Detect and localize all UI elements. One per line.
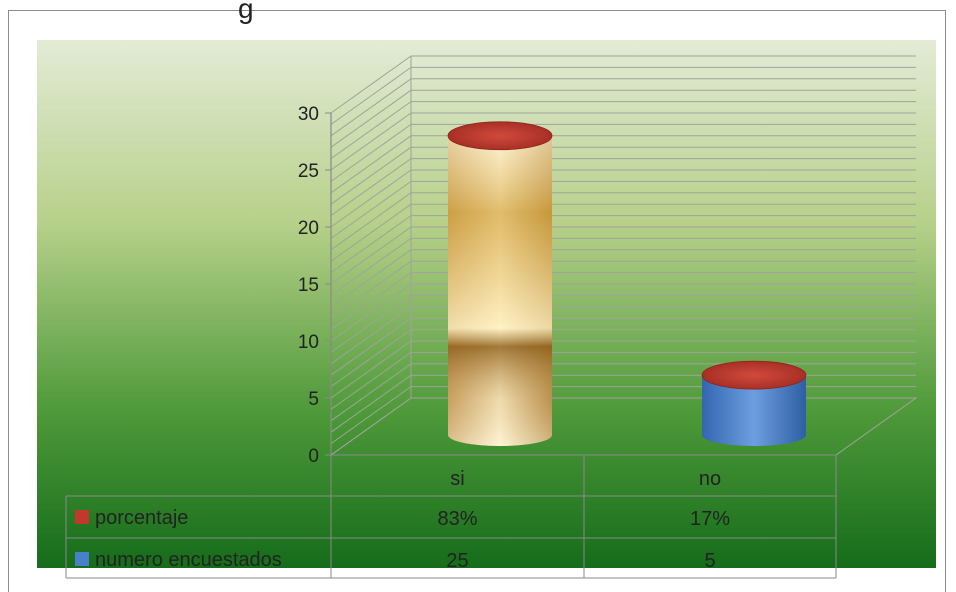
cylinder-body (702, 375, 806, 446)
gridline-side (330, 169, 412, 228)
x-category-label: si (450, 468, 464, 490)
y-tick-label: 25 (298, 161, 319, 182)
gridline-side (330, 374, 412, 433)
gridline-side (330, 340, 412, 399)
legend-swatch (75, 510, 89, 524)
table-cell: 83% (437, 508, 477, 530)
gridline-side (330, 192, 412, 251)
x-category-label: no (699, 468, 721, 490)
table-cell: 25 (446, 550, 468, 572)
gridline-side (330, 329, 412, 388)
gridline-side (330, 112, 412, 171)
gridline-side (330, 237, 412, 296)
gridline-side (330, 317, 412, 376)
gridline-side (330, 180, 412, 239)
y-tick-label: 5 (308, 389, 319, 410)
gridline-side (330, 260, 412, 319)
gridline-side (330, 89, 412, 148)
gridline-side (330, 272, 412, 331)
gridline-side (330, 351, 412, 410)
cylinder-no (701, 360, 807, 446)
gridline-side (330, 203, 412, 262)
table-cell: 5 (704, 550, 715, 572)
gridline-side (330, 78, 412, 137)
y-tick-label: 15 (298, 275, 319, 296)
y-tick-label: 20 (298, 218, 319, 239)
legend-swatch (75, 552, 89, 566)
gridline-side (330, 386, 412, 445)
cylinder-top (701, 360, 807, 390)
chart-title-fragment: g (238, 0, 254, 24)
y-axis: 0 5 10 15 20 25 30 (298, 104, 332, 467)
gridline-side (330, 146, 412, 205)
gridline-side (330, 55, 412, 114)
gridline-side (330, 123, 412, 182)
bars (447, 121, 807, 446)
y-tick-label: 30 (298, 104, 319, 125)
cylinder-si (447, 121, 553, 446)
data-table: si no porcentaje 83% 17% numero encuestados 25… (65, 454, 837, 579)
y-tick-label: 10 (298, 332, 319, 353)
legend-label: numero encuestados (95, 549, 282, 571)
cylinder-top (447, 121, 553, 151)
gridline-side (330, 294, 412, 353)
y-tick-label: 0 (308, 446, 319, 467)
gridline-side (330, 249, 412, 308)
gridline-side (330, 101, 412, 160)
gridline-side (330, 66, 412, 125)
gridline-side (330, 306, 412, 365)
gridline-side (330, 283, 412, 342)
gridline-side (330, 158, 412, 217)
table-cell: 17% (690, 508, 730, 530)
cylinder-sheen (448, 135, 552, 446)
gridline-side (330, 135, 412, 194)
legend-label: porcentaje (95, 507, 188, 529)
gridline-side (330, 215, 412, 274)
gridline-side (330, 363, 412, 422)
gridline-side (330, 226, 412, 285)
